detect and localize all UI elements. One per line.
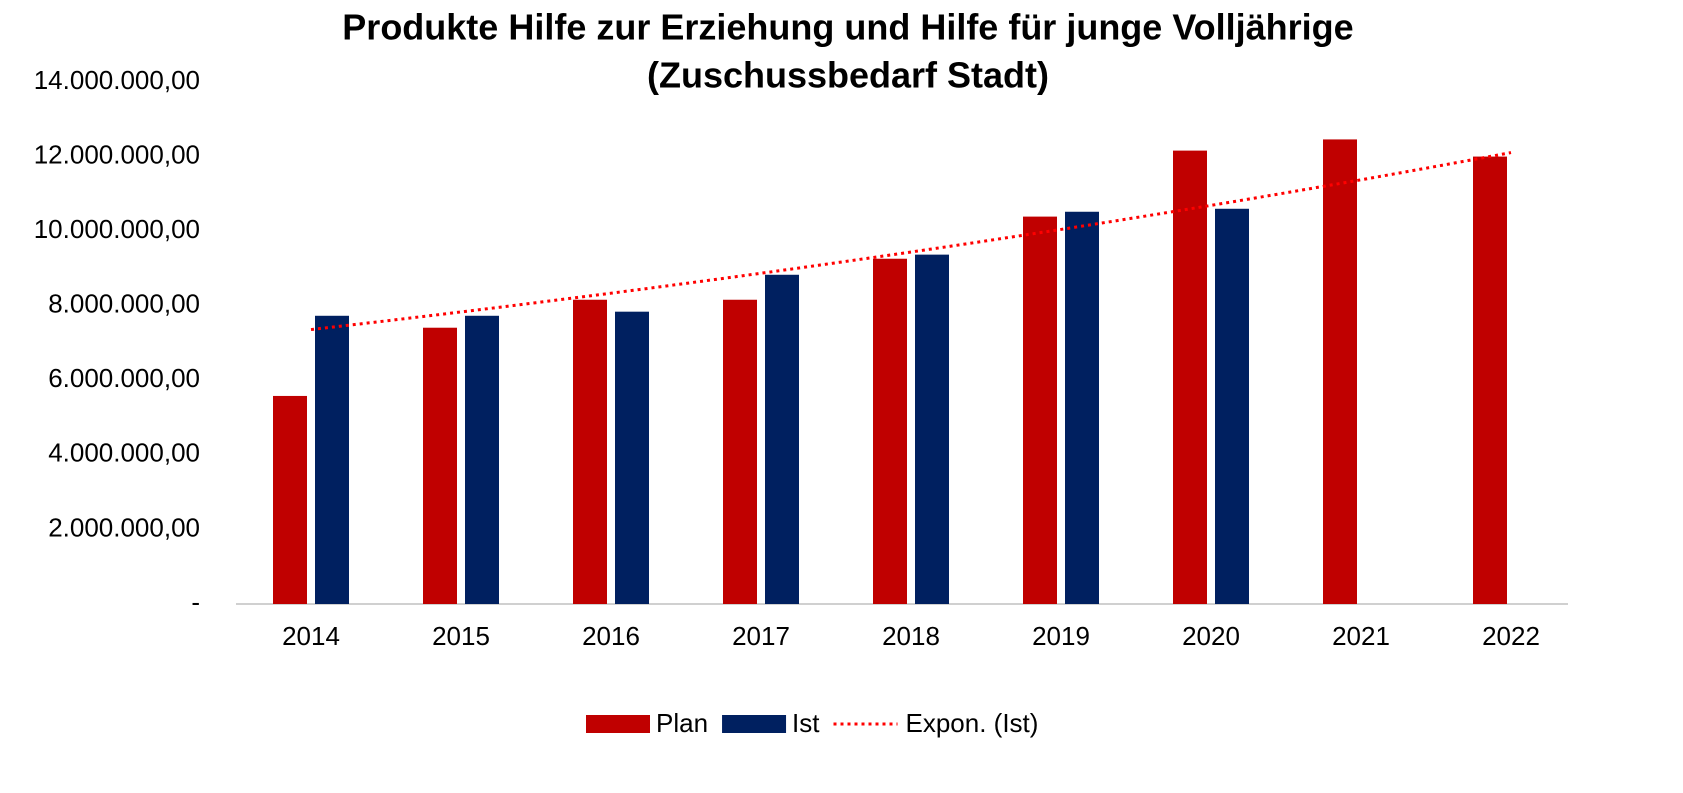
x-tick-label: 2018 bbox=[882, 621, 940, 651]
bar bbox=[315, 315, 349, 604]
bar bbox=[615, 311, 649, 604]
y-tick-label: 2.000.000,00 bbox=[48, 512, 200, 542]
bar bbox=[1173, 150, 1207, 604]
bar bbox=[915, 254, 949, 604]
bar bbox=[1323, 139, 1357, 605]
x-tick-label: 2022 bbox=[1482, 621, 1540, 651]
y-tick-label: 6.000.000,00 bbox=[48, 363, 200, 393]
bar bbox=[465, 315, 499, 604]
legend-label: Expon. (Ist) bbox=[906, 708, 1039, 738]
legend-label: Ist bbox=[792, 708, 820, 738]
legend-label: Plan bbox=[656, 708, 708, 738]
bar bbox=[1065, 211, 1099, 605]
x-tick-label: 2021 bbox=[1332, 621, 1390, 651]
y-tick-label: 8.000.000,00 bbox=[48, 289, 200, 319]
chart-title: (Zuschussbedarf Stadt) bbox=[647, 55, 1049, 96]
x-tick-label: 2019 bbox=[1032, 621, 1090, 651]
y-tick-label: 10.000.000,00 bbox=[34, 214, 200, 244]
bar bbox=[423, 327, 457, 604]
bar bbox=[273, 395, 307, 604]
bar bbox=[873, 258, 907, 604]
chart-title: Produkte Hilfe zur Erziehung und Hilfe f… bbox=[342, 7, 1353, 48]
bar bbox=[765, 274, 799, 604]
bar bbox=[723, 299, 757, 604]
x-tick-label: 2014 bbox=[282, 621, 340, 651]
x-tick-label: 2016 bbox=[582, 621, 640, 651]
bar bbox=[1473, 156, 1507, 605]
bar bbox=[1215, 208, 1249, 604]
bar bbox=[573, 299, 607, 604]
legend-swatch bbox=[586, 715, 650, 733]
y-tick-label: 14.000.000,00 bbox=[34, 65, 200, 95]
legend-swatch bbox=[722, 715, 787, 733]
bar bbox=[1023, 216, 1057, 604]
x-tick-label: 2017 bbox=[732, 621, 790, 651]
x-tick-label: 2020 bbox=[1182, 621, 1240, 651]
y-tick-label: 4.000.000,00 bbox=[48, 438, 200, 468]
y-tick-label: 12.000.000,00 bbox=[34, 139, 200, 169]
y-tick-label: - bbox=[191, 587, 200, 617]
x-tick-label: 2015 bbox=[432, 621, 490, 651]
trendline bbox=[310, 151, 1512, 332]
